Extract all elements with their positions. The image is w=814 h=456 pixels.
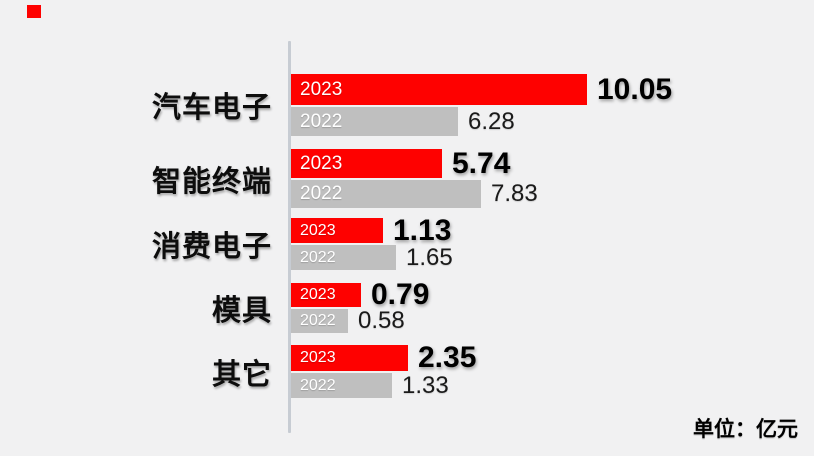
bar-2022: 2022 [291, 180, 481, 208]
bar-year-label: 2023 [300, 152, 343, 174]
bar-year-label: 2022 [300, 376, 336, 394]
bar-2022: 2022 [291, 373, 392, 398]
bar-year-label: 2022 [300, 110, 343, 132]
value-label-2023: 1.13 [393, 213, 452, 247]
bar-year-label: 2023 [300, 286, 336, 303]
bar-2022: 2022 [291, 107, 458, 136]
bar-2023: 2023 [291, 74, 587, 105]
value-label-2022: 6.28 [468, 107, 515, 135]
bar-year-label: 2023 [300, 221, 336, 239]
bar-2023: 2023 [291, 283, 361, 307]
value-label-2022: 7.83 [491, 180, 538, 207]
value-label-2023: 10.05 [597, 72, 673, 106]
bar-year-label: 2022 [300, 183, 343, 204]
category-label: 智能终端 [151, 165, 272, 198]
value-label-2023: 5.74 [452, 146, 511, 180]
bar-year-label: 2022 [300, 248, 336, 266]
value-label-2022: 1.65 [406, 243, 453, 271]
bar-2023: 2023 [291, 149, 442, 178]
bar-2023: 2023 [291, 218, 383, 243]
bar-2023: 2023 [291, 345, 408, 371]
bar-year-label: 2023 [300, 78, 343, 100]
bar-2022: 2022 [291, 245, 396, 270]
value-label-2022: 0.58 [358, 307, 405, 334]
bar-year-label: 2022 [300, 312, 336, 329]
category-label: 消费电子 [151, 231, 272, 263]
bar-2022: 2022 [291, 309, 348, 333]
value-label-2022: 1.33 [402, 371, 449, 399]
category-label: 模具 [211, 295, 272, 327]
red-square-marker [27, 5, 41, 18]
value-label-2023: 2.35 [418, 341, 477, 374]
unit-label: 单位：亿元 [693, 418, 798, 441]
category-label: 汽车电子 [151, 92, 272, 124]
category-label: 其它 [211, 358, 272, 391]
bar-year-label: 2023 [300, 349, 336, 366]
axis-line [288, 41, 291, 433]
value-label-2023: 0.79 [371, 278, 430, 311]
